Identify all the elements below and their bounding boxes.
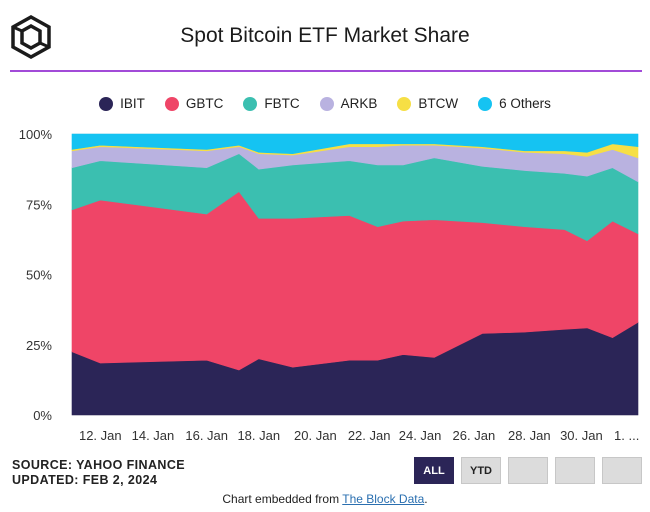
x-tick-label: 24. Jan (399, 428, 442, 443)
legend-item-fbtc[interactable]: FBTC (243, 96, 300, 111)
x-tick-label: 12. Jan (79, 428, 122, 443)
embed-prefix: Chart embedded from (222, 492, 340, 506)
range-button-3[interactable] (508, 457, 548, 484)
chart-legend: IBIT GBTC FBTC ARKB BTCW 6 Others (0, 96, 650, 111)
legend-item-arkb[interactable]: ARKB (319, 96, 378, 111)
legend-label: IBIT (120, 96, 145, 111)
chart-header: Spot Bitcoin ETF Market Share (0, 0, 650, 72)
header-divider (10, 70, 642, 72)
y-tick-label: 0% (33, 408, 52, 423)
legend-item-6-others[interactable]: 6 Others (478, 96, 551, 111)
range-button-5[interactable] (602, 457, 642, 484)
x-tick-label: 16. Jan (185, 428, 228, 443)
legend-item-btcw[interactable]: BTCW (397, 96, 458, 111)
x-tick-label: 18. Jan (237, 428, 280, 443)
range-button-4[interactable] (555, 457, 595, 484)
x-tick-label: 26. Jan (453, 428, 496, 443)
legend-item-ibit[interactable]: IBIT (99, 96, 145, 111)
legend-swatch (478, 96, 493, 111)
legend-swatch (319, 96, 334, 111)
legend-label: ARKB (340, 96, 378, 111)
y-tick-label: 50% (26, 268, 52, 283)
embed-note: Chart embedded from The Block Data. (0, 492, 650, 506)
x-tick-label: 1. ... (614, 428, 639, 443)
legend-label: BTCW (418, 96, 459, 111)
x-tick-label: 14. Jan (132, 428, 175, 443)
stacked-area-chart: 0% 25% 50% 75% 100% 12. Jan 14. Jan 16. Jan 18. … (19, 127, 640, 443)
x-tick-label: 22. Jan (348, 428, 391, 443)
the-block-cube-logo-icon[interactable] (8, 14, 54, 60)
legend-swatch (397, 96, 412, 111)
legend-label: 6 Others (499, 96, 551, 111)
x-tick-label: 20. Jan (294, 428, 337, 443)
x-tick-label: 28. Jan (508, 428, 551, 443)
legend-swatch (243, 96, 258, 111)
source-label: SOURCE: YAHOO FINANCE (12, 458, 186, 472)
area-series-6-others[interactable] (71, 133, 639, 154)
y-tick-label: 75% (26, 197, 52, 212)
range-ytd-button[interactable]: YTD (461, 457, 501, 484)
updated-label: UPDATED: FEB 2, 2024 (12, 473, 158, 487)
y-tick-label: 25% (26, 338, 52, 353)
legend-swatch (164, 96, 179, 111)
range-selector: ALL YTD (414, 457, 642, 484)
legend-item-gbtc[interactable]: GBTC (164, 96, 224, 111)
the-block-data-link[interactable]: The Block Data (342, 492, 425, 506)
x-tick-label: 30. Jan (560, 428, 603, 443)
legend-label: GBTC (185, 96, 224, 111)
y-tick-label: 100% (19, 127, 53, 142)
chart-title: Spot Bitcoin ETF Market Share (180, 24, 470, 47)
range-all-button[interactable]: ALL (414, 457, 454, 484)
legend-label: FBTC (264, 96, 300, 111)
source-block: SOURCE: YAHOO FINANCE UPDATED: FEB 2, 20… (12, 458, 185, 488)
embed-suffix: . (424, 492, 428, 506)
legend-swatch (99, 96, 114, 111)
